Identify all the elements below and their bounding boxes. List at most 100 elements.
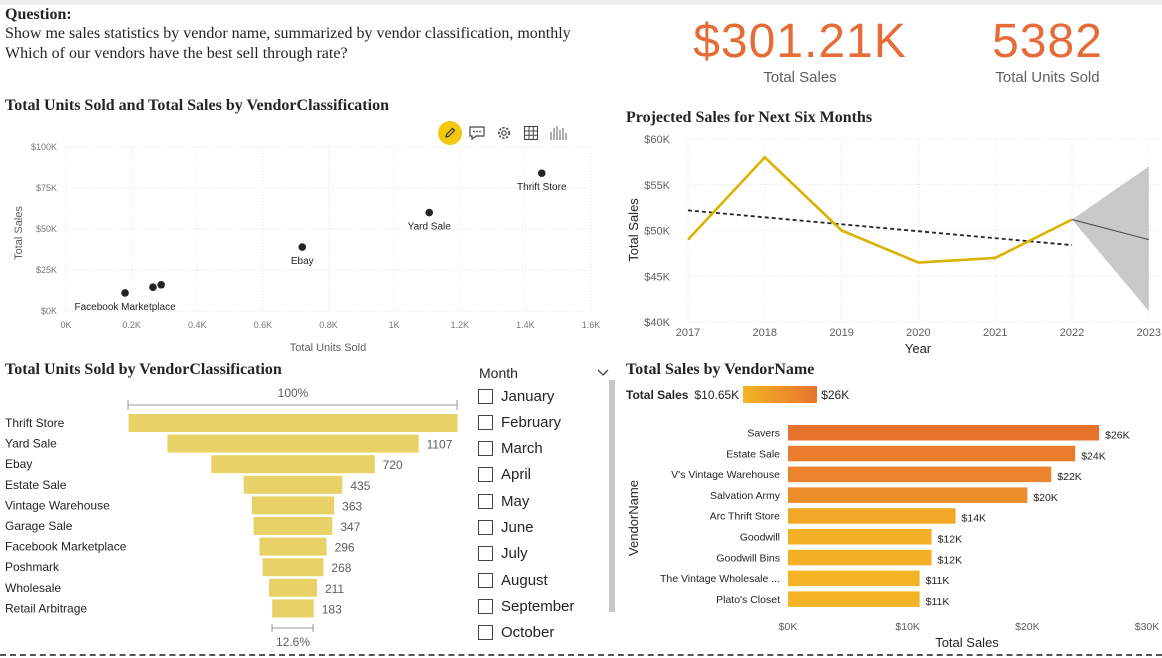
forecast-trend-line [687,209,1073,247]
slicer-item-label: May [501,492,530,510]
chart-options-icon[interactable] [546,121,570,145]
funnel-value-label: 363 [342,499,362,513]
question-label: Question: [5,6,72,23]
funnel-bar[interactable] [259,537,327,556]
pencil-icon[interactable] [438,121,462,145]
total-sales-label: Total Sales [763,69,837,86]
funnel-category-label: Garage Sale [5,519,73,533]
slicer-checkbox[interactable] [478,598,493,614]
forecast-y-tick: $45K [644,271,670,283]
vendor-bar[interactable] [788,445,1076,462]
funnel-bar[interactable] [262,558,324,577]
forecast-xlabel: Year [905,341,932,356]
slicer-checkbox[interactable] [478,546,493,562]
slicer-checkbox[interactable] [478,414,493,430]
vendor-bar-chart[interactable]: Savers $26K Estate Sale $24K V's Vintage War… [620,410,1162,654]
slicer-checkbox[interactable] [478,467,493,483]
scatter-point[interactable] [298,243,307,251]
scatter-point[interactable] [537,169,546,178]
vendor-category-label: Goodwill Bins [716,552,780,564]
funnel-bottom-pct: 12.6% [276,635,310,649]
scatter-xlabel: Total Units Sold [290,342,366,354]
forecast-projection-line [1071,219,1149,241]
scatter-x-tick: 1K [389,320,400,330]
gear-icon[interactable] [492,121,516,145]
table-icon[interactable] [519,121,543,145]
chevron-down-icon[interactable] [596,365,610,383]
vendor-bar[interactable] [788,425,1100,441]
forecast-y-tick: $50K [644,226,670,238]
slicer-item-january[interactable]: January [478,385,554,407]
slicer-item-june[interactable]: June [478,517,534,539]
vendor-bar[interactable] [788,591,920,607]
vendor-value-label: $20K [1033,492,1058,504]
slicer-item-label: July [501,545,528,563]
funnel-bar[interactable] [269,578,317,597]
slicer-item-october[interactable]: October [478,622,554,644]
scatter-point[interactable] [121,289,129,297]
slicer-checkbox[interactable] [478,388,493,404]
slicer-item-july[interactable]: July [478,543,528,565]
scatter-point[interactable] [157,280,165,289]
vendor-category-label: Estate Sale [726,448,780,460]
bottom-border [0,654,1162,656]
funnel-bar[interactable] [128,414,458,432]
funnel-category-label: Yard Sale [5,437,57,451]
forecast-x-tick: 2020 [906,327,930,339]
vendor-x-tick: $10K [895,621,920,633]
funnel-bar[interactable] [167,434,419,453]
vendor-bar[interactable] [788,549,932,566]
vendor-bar[interactable] [788,508,956,524]
vendor-color-legend: Total Sales $10.65K $26K [626,386,849,403]
scatter-point[interactable] [425,208,434,217]
slicer-item-label: October [501,624,555,642]
funnel-category-label: Retail Arbitrage [5,601,87,615]
forecast-confidence-band [1072,166,1149,312]
funnel-bar[interactable] [243,475,343,494]
vendor-category-label: Salvation Army [710,490,781,502]
total-sales-card[interactable]: $301.21K Total Sales [660,14,940,86]
forecast-x-tick: 2019 [829,327,853,339]
scatter-point[interactable] [149,283,157,292]
slicer-item-april[interactable]: April [478,464,531,486]
vendor-bar[interactable] [788,529,932,545]
vendor-bar[interactable] [788,466,1052,483]
scatter-x-tick: 0.2K [122,320,141,330]
comment-icon[interactable] [465,121,489,145]
slicer-item-label: March [501,440,543,458]
forecast-chart[interactable]: 2017 2018 2019 2020 2021 2022 2023 $40K $45K $50… [620,128,1162,360]
funnel-bar[interactable] [211,455,375,474]
slicer-checkbox[interactable] [478,520,493,535]
funnel-bar[interactable] [253,517,333,535]
vendor-bar[interactable] [788,487,1028,503]
scatter-point-label: Yard Sale [408,222,452,233]
slicer-item-august[interactable]: August [478,569,548,591]
slicer-checkbox[interactable] [478,625,493,641]
funnel-bar[interactable] [251,496,335,515]
scatter-y-tick: $50K [36,224,57,234]
scatter-y-tick: $25K [36,265,57,275]
slicer-checkbox[interactable] [478,493,493,509]
total-units-label: Total Units Sold [995,69,1100,86]
slicer-item-march[interactable]: March [478,438,543,460]
vendor-value-label: $12K [938,554,963,566]
slicer-item-label: August [501,571,548,589]
slicer-checkbox[interactable] [478,441,493,457]
slicer-checkbox[interactable] [478,572,493,588]
slicer-item-may[interactable]: May [478,490,529,512]
funnel-category-label: Wholesale [5,581,61,595]
forecast-sales-line[interactable] [687,155,1073,264]
slicer-item-february[interactable]: February [478,411,561,433]
total-units-card[interactable]: 5382 Total Units Sold [950,14,1145,86]
scatter-x-tick: 1.2K [450,320,469,330]
scatter-chart[interactable]: 0K 0.2K 0.4K 0.6K 0.8K 1K 1.2K 1.4K 1.6K $0K $25K… [0,135,610,360]
question-line-2: Which of our vendors have the best sell … [5,45,348,62]
funnel-chart[interactable]: 100% Thrift Store Yard Sale 1107 Ebay 720 Est… [0,380,470,652]
legend-gradient [743,386,818,403]
slicer-scrollbar[interactable] [609,380,615,612]
funnel-category-label: Facebook Marketplace [5,540,127,554]
vendor-bar[interactable] [788,570,920,587]
funnel-bar[interactable] [272,599,314,618]
slicer-item-september[interactable]: September [478,595,574,617]
funnel-category-label: Vintage Warehouse [5,498,110,512]
